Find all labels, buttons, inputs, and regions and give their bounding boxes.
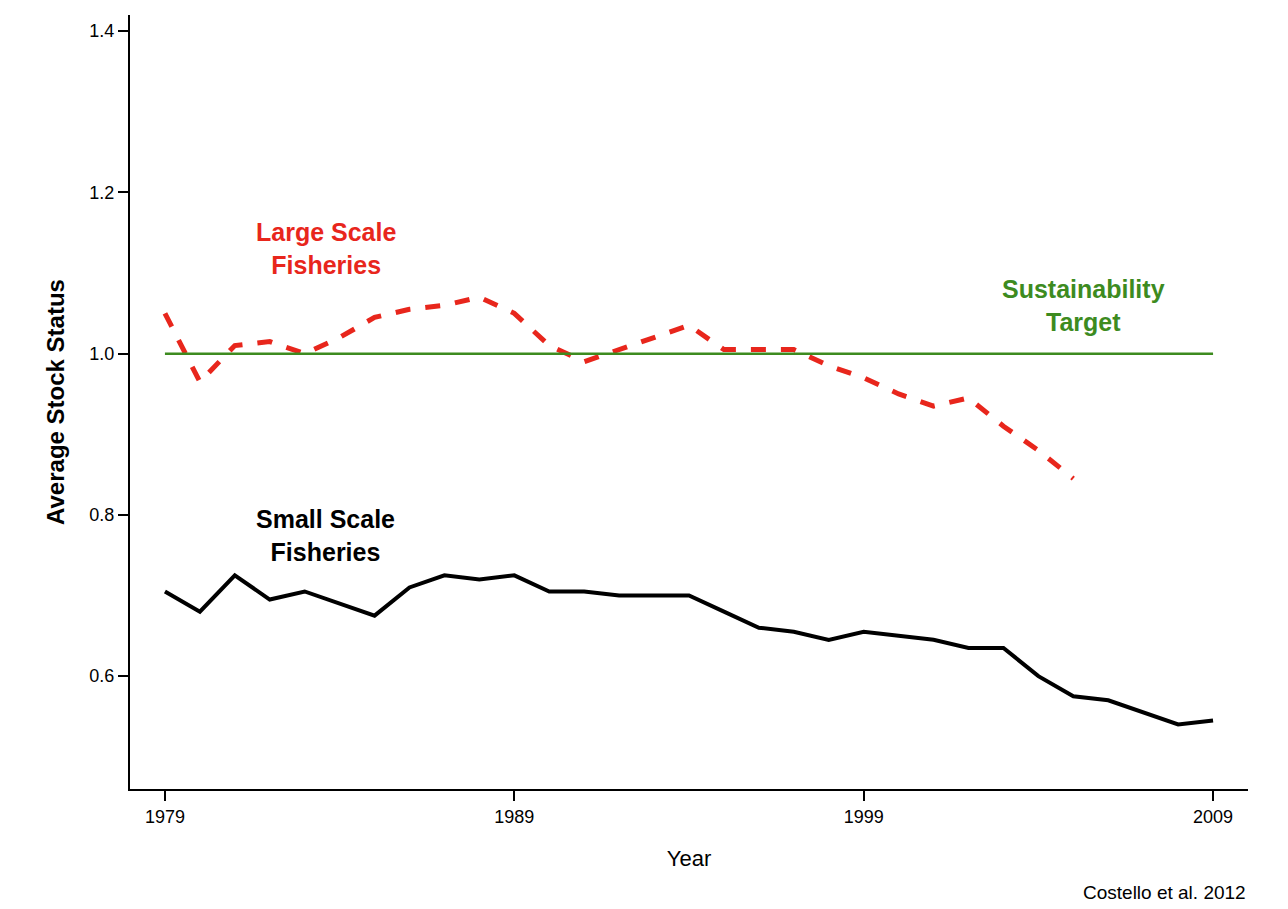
svg-text:Costello et al. 2012: Costello et al. 2012 [1083, 882, 1246, 903]
svg-text:2009: 2009 [1193, 807, 1233, 827]
svg-text:Average Stock Status: Average Stock Status [42, 279, 69, 525]
svg-text:SustainabilityTarget: SustainabilityTarget [1002, 275, 1165, 336]
svg-text:1999: 1999 [844, 807, 884, 827]
svg-text:Large ScaleFisheries: Large ScaleFisheries [256, 218, 396, 279]
svg-text:1989: 1989 [494, 807, 534, 827]
svg-text:1.2: 1.2 [89, 183, 114, 203]
svg-text:0.6: 0.6 [89, 666, 114, 686]
svg-text:0.8: 0.8 [89, 505, 114, 525]
svg-text:1.0: 1.0 [89, 344, 114, 364]
svg-text:1979: 1979 [145, 807, 185, 827]
svg-text:1.4: 1.4 [89, 21, 114, 41]
svg-text:Year: Year [667, 846, 711, 871]
svg-text:Small ScaleFisheries: Small ScaleFisheries [256, 505, 395, 566]
